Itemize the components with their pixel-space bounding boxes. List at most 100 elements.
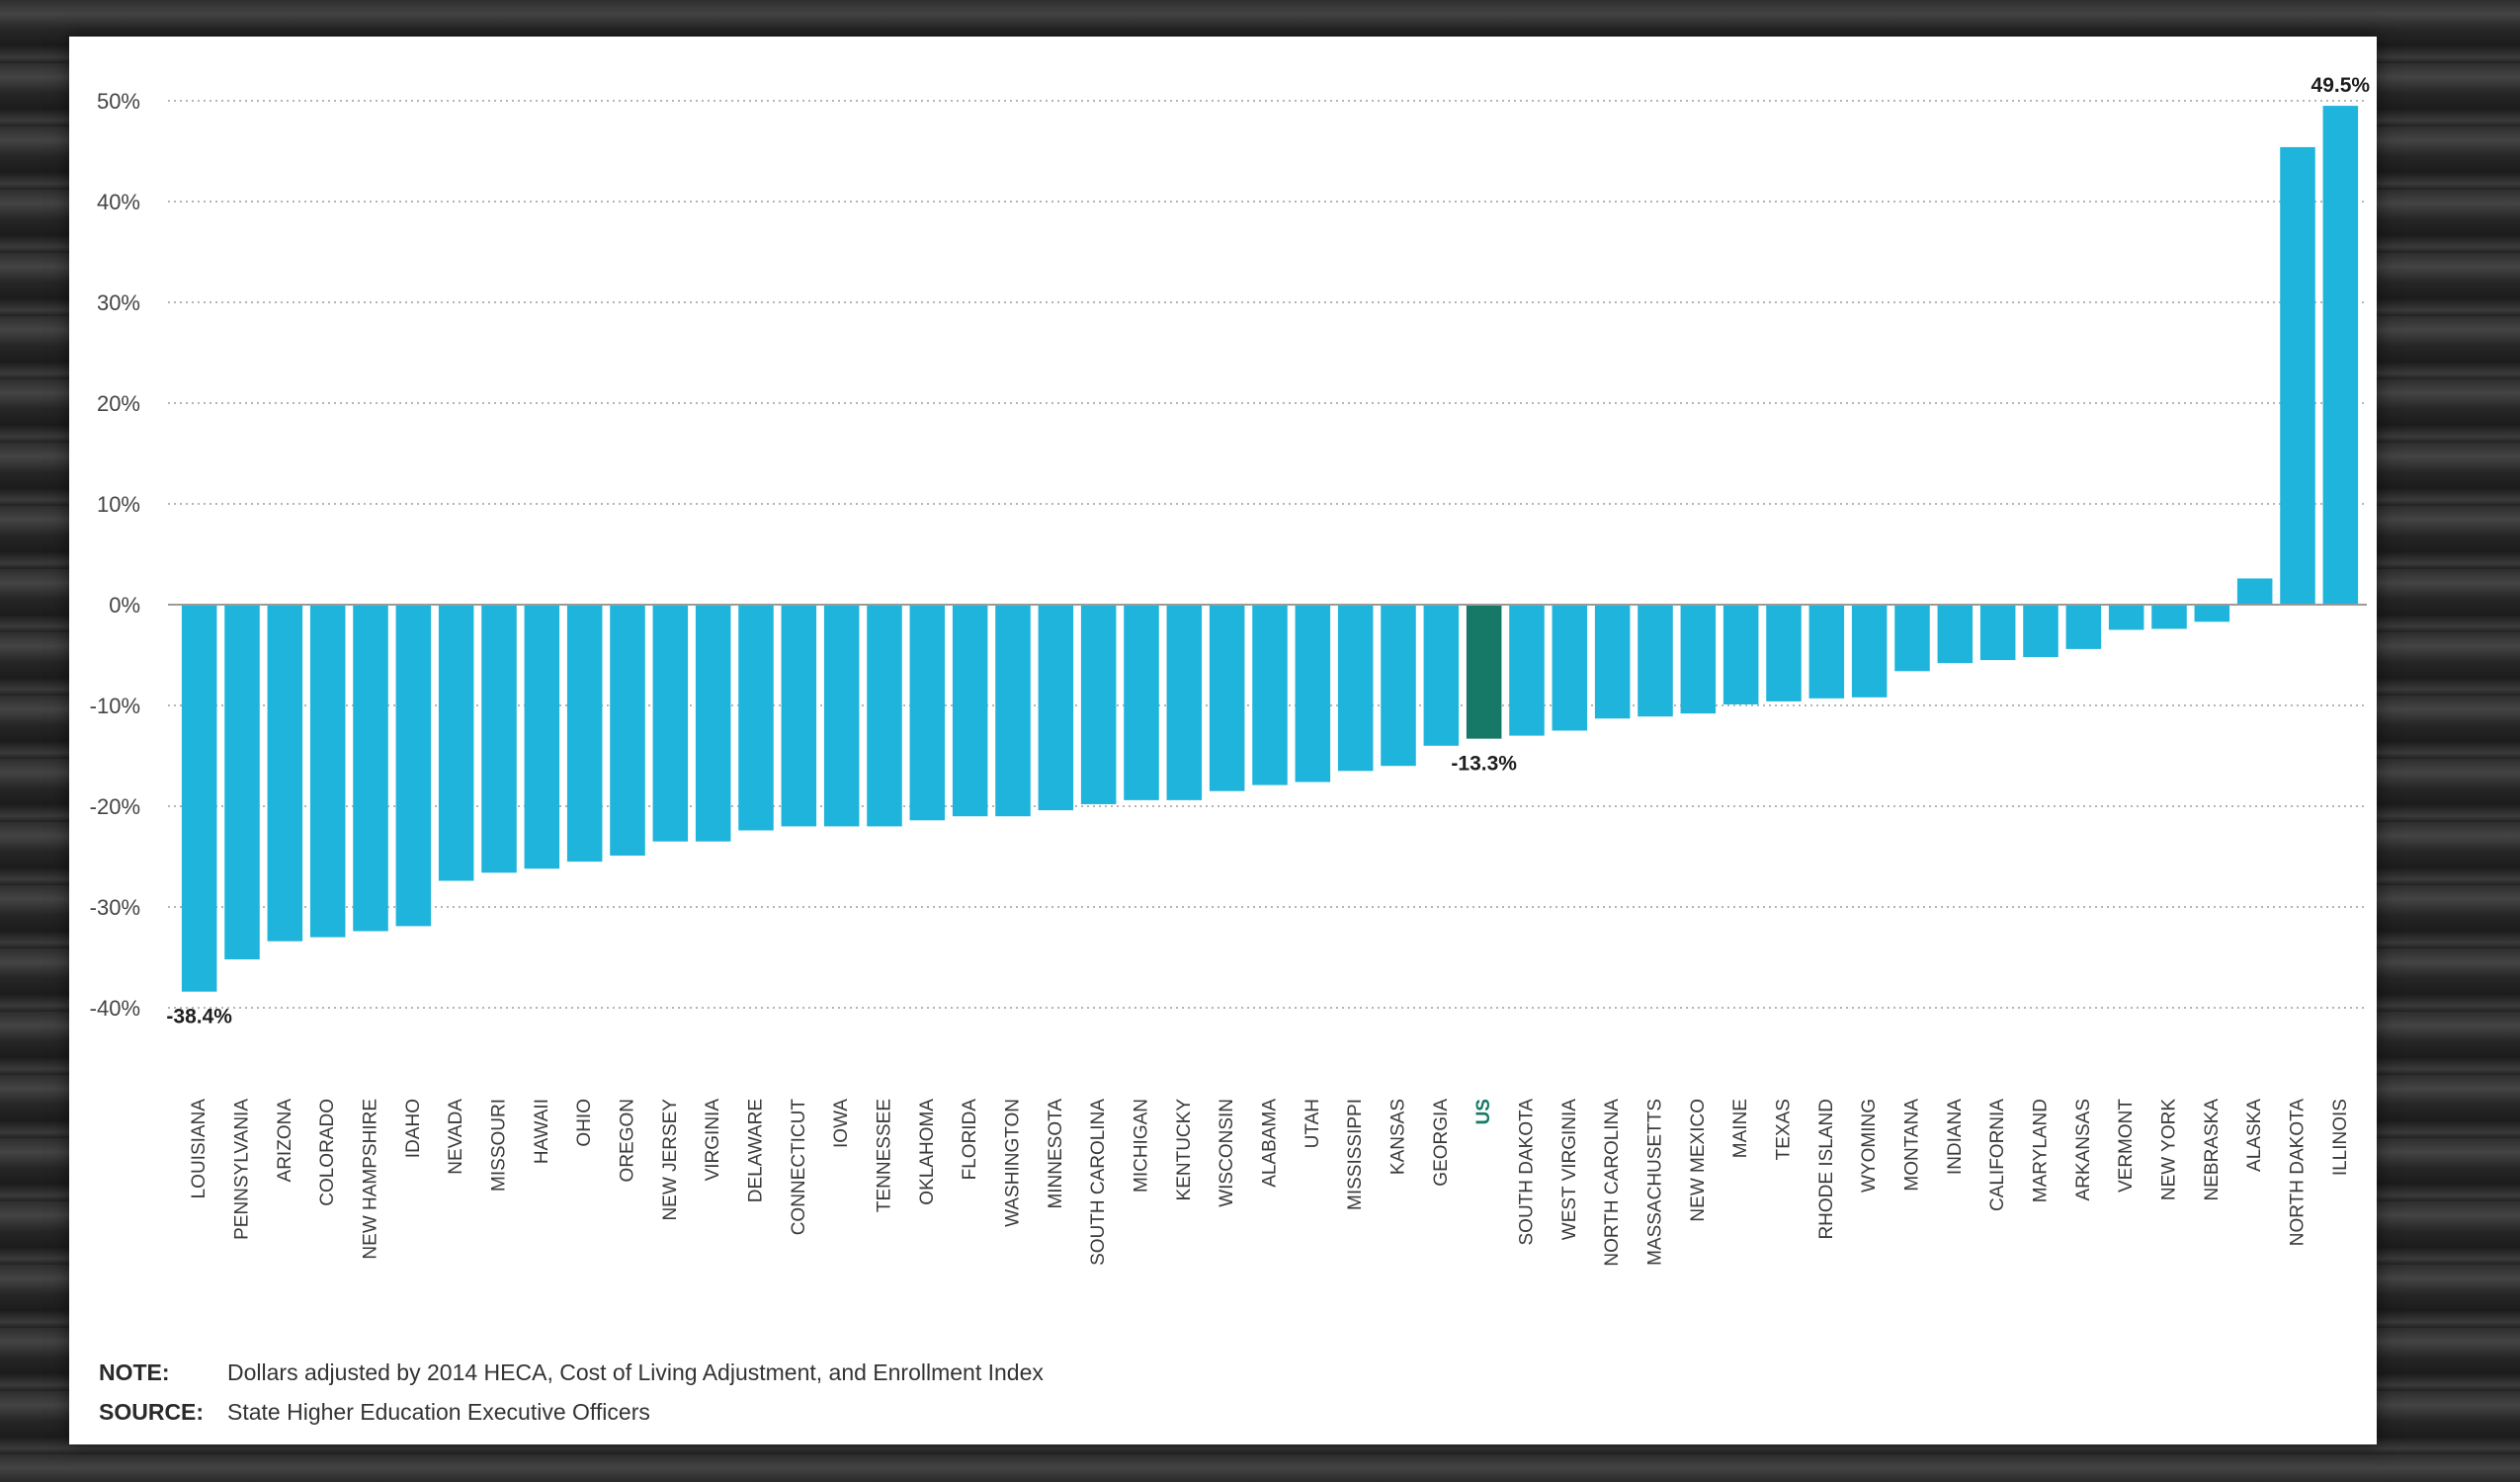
bar-georgia (1423, 605, 1460, 746)
x-tick-label: HAWAII (532, 1099, 552, 1164)
bar-pennsylvania (224, 605, 260, 960)
bar-massachusetts (1638, 605, 1673, 717)
bar-hawaii (524, 605, 560, 869)
bar-oregon (610, 605, 645, 856)
y-tick-label: 20% (97, 391, 140, 416)
bar-california (1979, 605, 2016, 661)
x-tick-label: ILLINOIS (2330, 1099, 2351, 1176)
note-label: NOTE: (99, 1359, 170, 1385)
x-tick-label: NEW YORK (2159, 1099, 2180, 1200)
x-tick-label: MONTANA (1902, 1099, 1923, 1192)
bar-virginia (695, 605, 731, 842)
bar-illinois (2322, 106, 2359, 605)
x-tick-label: MAINE (1730, 1099, 1751, 1158)
bar-south-carolina (1080, 605, 1117, 804)
bar-michigan (1124, 605, 1159, 800)
bar-missouri (481, 605, 517, 873)
chart-panel: 50% 40% 30% 20% 10% 0% -10% -20% -30% -40% -38.4%… (69, 37, 2377, 1444)
y-tick-label: 30% (97, 290, 140, 315)
bar-maryland (2023, 605, 2058, 658)
x-tick-label: COLORADO (317, 1099, 338, 1206)
bar-connecticut (781, 605, 817, 827)
x-tick-label: MINNESOTA (1046, 1099, 1066, 1209)
x-tick-label: PENNSYLVANIA (232, 1099, 253, 1240)
x-tick-label: INDIANA (1945, 1099, 1966, 1175)
bar-ohio (566, 605, 603, 863)
data-labels: -38.4% -13.3% 49.5% (166, 74, 2370, 1029)
bar-chart: 50% 40% 30% 20% 10% 0% -10% -20% -30% -40% -38.4%… (90, 74, 2371, 1267)
bar-new-mexico (1680, 605, 1717, 714)
bars (181, 106, 2359, 992)
data-label-louisiana: -38.4% (166, 1006, 232, 1029)
x-tick-label: UTAH (1302, 1099, 1323, 1148)
bar-new-hampshire (353, 605, 388, 932)
bar-louisiana (181, 605, 217, 992)
y-tick-label: -30% (90, 895, 140, 920)
x-tick-label: ALASKA (2244, 1099, 2265, 1172)
bar-wisconsin (1209, 605, 1245, 791)
y-axis-tick-labels: 50% 40% 30% 20% 10% 0% -10% -20% -30% -40% (90, 89, 140, 1021)
bar-arizona (267, 605, 303, 942)
x-tick-label: NEW HAMPSHIRE (361, 1099, 381, 1260)
x-tick-label: GEORGIA (1431, 1099, 1452, 1187)
x-tick-label: ARKANSAS (2073, 1099, 2094, 1200)
source-label: SOURCE: (99, 1399, 205, 1425)
bar-nevada (438, 605, 474, 881)
x-axis-category-labels: LOUISIANA PENNSYLVANIA ARIZONA COLORADO NEW … (189, 1099, 2351, 1267)
note-text: Dollars adjusted by 2014 HECA, Cost of L… (227, 1359, 1044, 1385)
x-tick-label: OHIO (574, 1099, 595, 1147)
x-tick-label: WYOMING (1859, 1099, 1880, 1193)
bar-tennessee (867, 605, 902, 827)
x-tick-label: LOUISIANA (189, 1099, 210, 1199)
bar-kentucky (1166, 605, 1203, 800)
bar-arkansas (2065, 605, 2102, 649)
x-tick-label: WEST VIRGINIA (1559, 1099, 1580, 1241)
bar-alaska (2236, 578, 2273, 605)
x-tick-label: MICHIGAN (1132, 1099, 1152, 1193)
x-tick-label: KENTUCKY (1174, 1099, 1195, 1201)
data-label-us: -13.3% (1451, 753, 1517, 776)
chart-footnotes: NOTE: Dollars adjusted by 2014 HECA, Cost… (99, 1353, 2352, 1432)
x-tick-label: RHODE ISLAND (1816, 1099, 1837, 1240)
bar-florida (952, 605, 988, 817)
x-tick-label: KANSAS (1388, 1099, 1409, 1175)
x-tick-label: CONNECTICUT (789, 1099, 809, 1236)
bar-minnesota (1038, 605, 1074, 811)
gridlines (168, 100, 2367, 1009)
bar-new-jersey (652, 605, 689, 842)
x-tick-label: VIRGINIA (703, 1099, 723, 1182)
x-tick-label: NEW JERSEY (660, 1099, 681, 1221)
x-tick-label: NEW MEXICO (1688, 1099, 1709, 1222)
bar-maine (1722, 605, 1759, 704)
y-tick-label: 40% (97, 190, 140, 214)
bar-colorado (309, 605, 346, 938)
x-tick-label: MASSACHUSETTS (1645, 1099, 1666, 1266)
x-tick-label: ARIZONA (275, 1099, 295, 1183)
x-tick-label: SOUTH DAKOTA (1517, 1099, 1538, 1246)
x-tick-label: MARYLAND (2031, 1099, 2052, 1202)
y-tick-label: -10% (90, 694, 140, 718)
bar-west-virginia (1552, 605, 1588, 731)
x-tick-label: MISSOURI (489, 1099, 510, 1192)
y-tick-label: 0% (109, 593, 140, 618)
x-tick-label: OREGON (618, 1099, 638, 1182)
bar-oklahoma (909, 605, 946, 821)
bar-indiana (1937, 605, 1974, 664)
y-tick-label: 10% (97, 492, 140, 517)
source-text: State Higher Education Executive Officer… (227, 1399, 650, 1425)
bar-alabama (1252, 605, 1288, 785)
bar-delaware (738, 605, 774, 831)
bar-texas (1766, 605, 1802, 701)
bar-iowa (823, 605, 860, 827)
x-tick-label: IDAHO (403, 1099, 424, 1158)
y-tick-label: -40% (90, 996, 140, 1021)
x-tick-label: NORTH DAKOTA (2288, 1099, 2309, 1247)
data-label-illinois: 49.5% (2311, 74, 2371, 97)
x-tick-label: NEVADA (446, 1099, 466, 1175)
x-tick-label: US (1473, 1099, 1494, 1124)
bar-south-dakota (1509, 605, 1545, 736)
x-tick-label: NEBRASKA (2202, 1099, 2223, 1201)
bar-rhode-island (1808, 605, 1845, 699)
x-tick-label: NORTH CAROLINA (1602, 1099, 1623, 1267)
x-tick-label: TEXAS (1774, 1099, 1795, 1160)
